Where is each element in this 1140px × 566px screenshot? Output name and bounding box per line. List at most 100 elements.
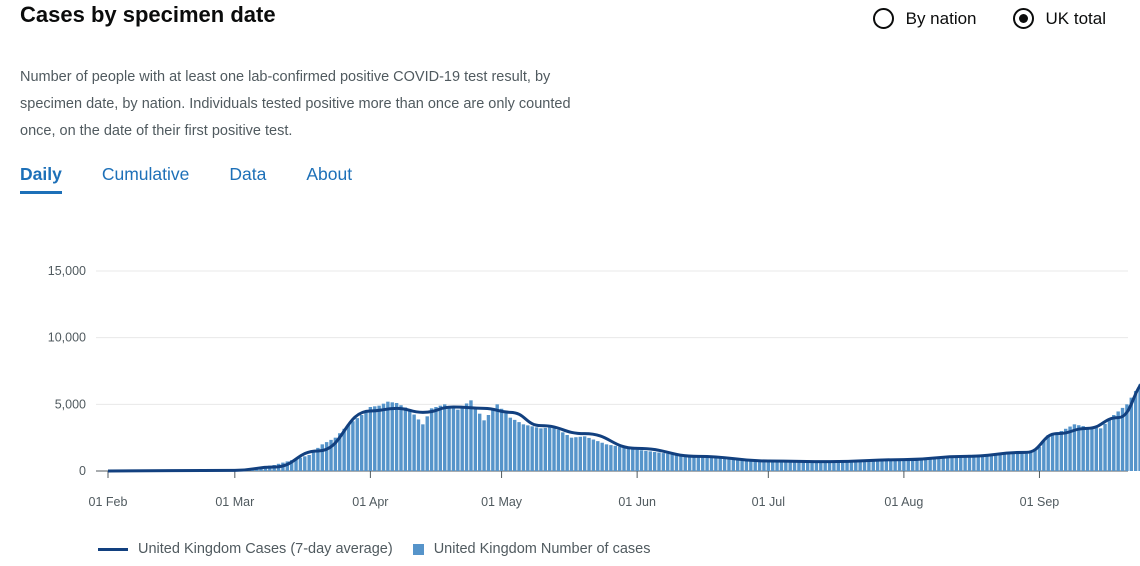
bar <box>976 454 980 471</box>
bar <box>565 435 569 471</box>
bar <box>617 446 622 471</box>
bar <box>897 460 902 471</box>
page-title: Cases by specimen date <box>20 2 276 27</box>
bar <box>425 416 429 471</box>
bar <box>443 404 447 471</box>
bar <box>578 436 582 471</box>
bar <box>657 452 661 471</box>
bar <box>1072 424 1077 471</box>
bar <box>1107 419 1112 471</box>
bar <box>639 450 644 471</box>
tab-daily[interactable]: Daily <box>20 164 62 194</box>
bar <box>399 405 403 471</box>
tab-cumulative[interactable]: Cumulative <box>101 164 190 184</box>
bar <box>819 462 823 471</box>
bar <box>311 451 316 471</box>
bar <box>355 418 359 471</box>
cases-chart: 0 5,000 10,000 15,000 01 Feb 01 Mar 01 Apr 01 M… <box>48 264 1140 509</box>
bar <box>403 407 408 471</box>
bar <box>491 409 495 471</box>
bar <box>421 424 425 471</box>
bar <box>390 402 394 471</box>
bar <box>779 461 784 471</box>
bar <box>1029 451 1033 471</box>
bar <box>950 456 954 471</box>
bar <box>543 427 548 471</box>
tab-data[interactable]: Data <box>229 164 267 184</box>
bar <box>508 417 513 471</box>
bar <box>884 460 889 471</box>
x-tick-label: 01 Aug <box>884 495 923 509</box>
bar <box>832 461 836 471</box>
bar <box>596 441 600 471</box>
bar <box>364 411 368 471</box>
bar <box>482 420 486 471</box>
bar <box>959 455 963 471</box>
bar <box>552 427 556 471</box>
bar <box>408 409 412 471</box>
bar <box>762 460 766 471</box>
bar <box>1042 441 1046 471</box>
x-tick-label: 01 Jun <box>618 495 656 509</box>
bar <box>915 459 919 471</box>
bar <box>1024 453 1029 471</box>
radio-circle-icon[interactable] <box>872 8 894 29</box>
bar <box>534 427 539 471</box>
bar <box>1011 453 1015 471</box>
bar <box>464 403 469 471</box>
bar <box>1063 428 1068 471</box>
bar <box>644 450 648 471</box>
bar <box>810 462 814 471</box>
bar <box>714 457 718 471</box>
bar <box>740 459 744 471</box>
bar <box>749 459 753 471</box>
radio-uk-total[interactable]: UK total <box>1012 8 1106 29</box>
bar <box>924 458 928 471</box>
bar <box>587 437 591 471</box>
bar <box>967 454 972 471</box>
chart-tabs: Daily Cumulative Data About <box>20 164 352 194</box>
bar <box>736 458 740 471</box>
bar <box>840 461 845 471</box>
bar <box>539 428 543 471</box>
bar <box>1090 427 1094 471</box>
bar <box>692 455 696 471</box>
bar <box>1094 427 1099 471</box>
bar <box>893 460 897 471</box>
bar <box>556 429 561 471</box>
bar <box>1077 425 1081 471</box>
bar <box>1037 447 1042 471</box>
bar <box>797 462 801 471</box>
bar <box>324 442 329 471</box>
bar <box>460 406 464 471</box>
bar <box>604 444 609 471</box>
radio-by-nation[interactable]: By nation <box>872 8 977 29</box>
bar <box>499 408 504 471</box>
tab-about[interactable]: About <box>306 164 353 184</box>
legend-label-cases[interactable]: United Kingdom Number of cases <box>433 541 651 557</box>
bar <box>801 462 806 471</box>
legend-bar-swatch <box>412 543 424 555</box>
bar <box>626 448 631 471</box>
bar <box>416 419 421 471</box>
bar <box>687 455 692 471</box>
bar <box>1085 427 1090 471</box>
bar <box>333 437 338 471</box>
bar <box>989 454 994 471</box>
y-tick-label: 15,000 <box>48 264 86 278</box>
bar <box>373 406 377 471</box>
bar <box>994 454 998 471</box>
x-tick-label: 01 Apr <box>352 495 388 509</box>
bar <box>1081 426 1085 471</box>
bar <box>359 415 364 471</box>
bar <box>648 451 652 471</box>
bar <box>727 458 731 471</box>
radio-circle-checked-icon[interactable] <box>1012 8 1034 29</box>
bar <box>386 401 390 471</box>
bar <box>683 455 687 471</box>
legend-label-average[interactable]: United Kingdom Cases (7-day average) <box>138 541 393 557</box>
bar <box>932 457 937 471</box>
bar <box>674 454 679 471</box>
bar <box>871 461 875 471</box>
x-tick-label: 01 Feb <box>89 495 128 509</box>
